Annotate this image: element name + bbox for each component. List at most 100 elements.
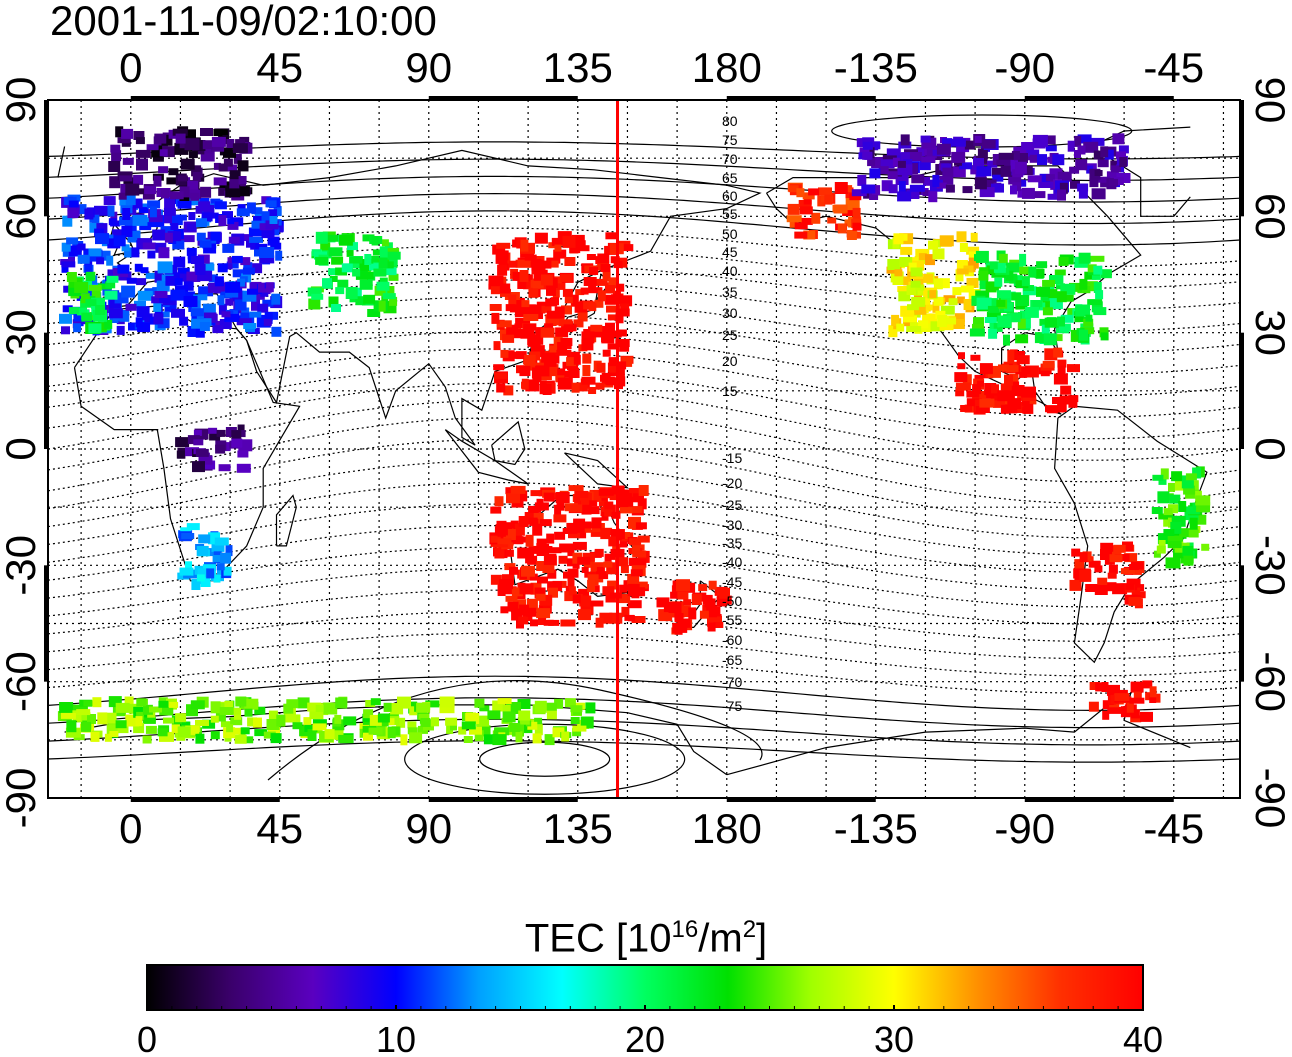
tec-cell — [1094, 170, 1103, 176]
tec-cell — [1054, 269, 1066, 276]
top-longitude-label: -45 — [1143, 44, 1204, 91]
tec-cell — [1011, 292, 1022, 301]
tec-cell — [558, 555, 568, 564]
tec-cell — [246, 736, 254, 744]
tec-cell — [600, 528, 611, 540]
tec-cell — [962, 186, 973, 194]
tec-cell — [979, 280, 987, 290]
tec-cell — [1010, 385, 1025, 396]
tec-cell — [568, 586, 576, 596]
tec-cell — [425, 700, 440, 708]
tec-cell — [193, 294, 208, 301]
tec-cell — [955, 389, 965, 397]
tec-cell — [541, 543, 550, 555]
tec-cell — [601, 376, 615, 383]
tec-cell — [1101, 682, 1109, 692]
tec-cell — [520, 239, 529, 252]
tec-cell — [169, 701, 179, 708]
tec-cell — [323, 702, 338, 715]
tec-cell — [159, 149, 168, 157]
tec-cell — [222, 211, 233, 219]
tec-cell — [561, 731, 570, 742]
tec-cell — [163, 146, 175, 158]
tec-cell — [575, 245, 590, 252]
tec-cell — [234, 709, 241, 720]
tec-cell — [532, 278, 544, 289]
tec-cell — [976, 166, 992, 177]
bottom-longitude-label: 135 — [543, 805, 613, 852]
tec-cell — [564, 295, 573, 304]
tec-cell — [708, 580, 717, 590]
tec-cell — [998, 152, 1014, 160]
tec-cell — [307, 702, 322, 712]
tec-cell — [363, 294, 376, 304]
tec-cell — [515, 731, 523, 743]
tec-cell — [1093, 282, 1102, 293]
right-latitude-label: 30 — [1247, 309, 1292, 356]
tec-cell — [504, 563, 516, 571]
tec-cell — [213, 177, 227, 186]
tec-cell — [362, 234, 375, 242]
tec-cell — [240, 312, 255, 324]
tec-cell — [590, 600, 604, 607]
tec-cell — [862, 151, 873, 160]
tec-cell — [237, 278, 246, 287]
tec-cell — [315, 231, 328, 244]
tec-cell — [145, 725, 157, 734]
left-axis-bar — [44, 332, 49, 449]
tec-cell — [925, 254, 935, 266]
magnetic-contour — [48, 567, 1240, 625]
tec-cell — [881, 180, 893, 192]
tec-cell — [210, 715, 219, 723]
tec-cell — [897, 286, 909, 292]
tec-cell — [580, 716, 594, 729]
tec-cell — [500, 349, 509, 358]
tec-cell — [210, 731, 220, 740]
tec-cell — [973, 317, 984, 328]
tec-cell — [553, 514, 567, 523]
tec-cell — [420, 718, 431, 727]
tec-cell — [59, 702, 74, 713]
tec-cell — [566, 357, 577, 367]
tec-cell — [230, 717, 243, 726]
tec-cell — [1028, 266, 1037, 278]
tec-cell — [535, 593, 546, 601]
tec-cell — [996, 290, 1011, 299]
tec-cell — [200, 151, 215, 162]
tec-cell — [1114, 693, 1130, 702]
tec-cell — [833, 204, 848, 214]
tec-cell — [231, 430, 242, 440]
tec-cell — [1091, 188, 1106, 200]
tec-cell — [219, 319, 232, 329]
tec-cell — [849, 193, 862, 201]
tec-cell — [269, 216, 278, 224]
tec-cell — [192, 461, 205, 473]
tec-cell — [1057, 189, 1066, 201]
tec-cell — [670, 591, 682, 599]
tec-cell — [559, 543, 575, 553]
tec-cell — [308, 298, 321, 310]
left-axis-bar — [44, 565, 49, 682]
tec-cell — [803, 230, 816, 240]
tec-cell — [215, 444, 226, 454]
tec-cell — [328, 268, 341, 276]
tec-cell — [136, 306, 150, 318]
tec-cell — [898, 291, 911, 302]
magnetic-contour — [48, 192, 1240, 225]
tec-cell — [922, 190, 934, 197]
tec-cell — [544, 702, 557, 711]
right-axis-bar — [1239, 332, 1244, 449]
tec-cell — [103, 196, 116, 206]
magnetic-latitude-label: -65 — [722, 652, 742, 668]
tec-cell — [324, 729, 335, 740]
tec-cell — [187, 223, 197, 231]
tec-cell — [212, 325, 224, 334]
tec-cell — [1069, 579, 1082, 591]
tec-cell — [125, 194, 136, 206]
tec-cell — [994, 277, 1003, 287]
tec-cell — [231, 255, 243, 263]
tec-cell — [1077, 134, 1092, 144]
tec-cell — [1049, 275, 1063, 284]
magnetic-latitude-label: 75 — [722, 132, 738, 148]
tec-cell — [439, 696, 455, 708]
